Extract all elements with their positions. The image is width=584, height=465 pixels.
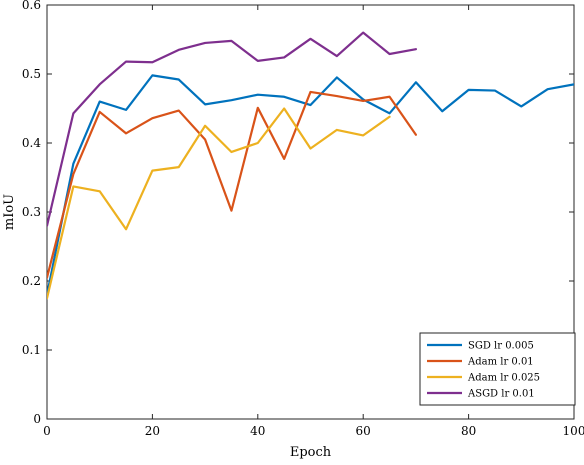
legend-label-2: Adam lr 0.025 (467, 373, 540, 384)
x-tick-label: 80 (461, 424, 476, 438)
x-tick-label: 0 (43, 424, 51, 438)
legend-label-0: SGD lr 0.005 (468, 341, 534, 352)
y-tick-label: 0.2 (22, 274, 41, 288)
x-tick-label: 20 (145, 424, 160, 438)
x-axis-label: Epoch (290, 445, 332, 460)
series-line-3 (47, 31, 417, 227)
x-tick-label: 40 (250, 424, 265, 438)
y-axis-label: mIoU (2, 194, 17, 230)
x-tick-label: 100 (563, 424, 584, 438)
x-tick-label: 60 (356, 424, 371, 438)
y-tick-label: 0.6 (22, 0, 41, 12)
series-line-2 (47, 107, 391, 300)
legend: SGD lr 0.005 Adam lr 0.01 Adam lr 0.025 ASG… (419, 332, 576, 406)
y-tick-label: 0 (33, 412, 41, 426)
y-tick-label: 0.1 (22, 343, 41, 357)
series-line-0 (47, 74, 574, 296)
legend-label-1: Adam lr 0.01 (467, 357, 534, 368)
axis-ticks: 0 20 40 60 80 100 0 0.1 0.2 0.3 0.4 0.5 0.6 (22, 0, 584, 438)
y-tick-label: 0.4 (22, 136, 41, 150)
y-tick-label: 0.5 (22, 67, 41, 81)
y-tick-label: 0.3 (22, 205, 41, 219)
series-line-1 (47, 90, 417, 279)
series-lines (47, 31, 574, 300)
legend-label-3: ASGD lr 0.01 (467, 389, 535, 400)
